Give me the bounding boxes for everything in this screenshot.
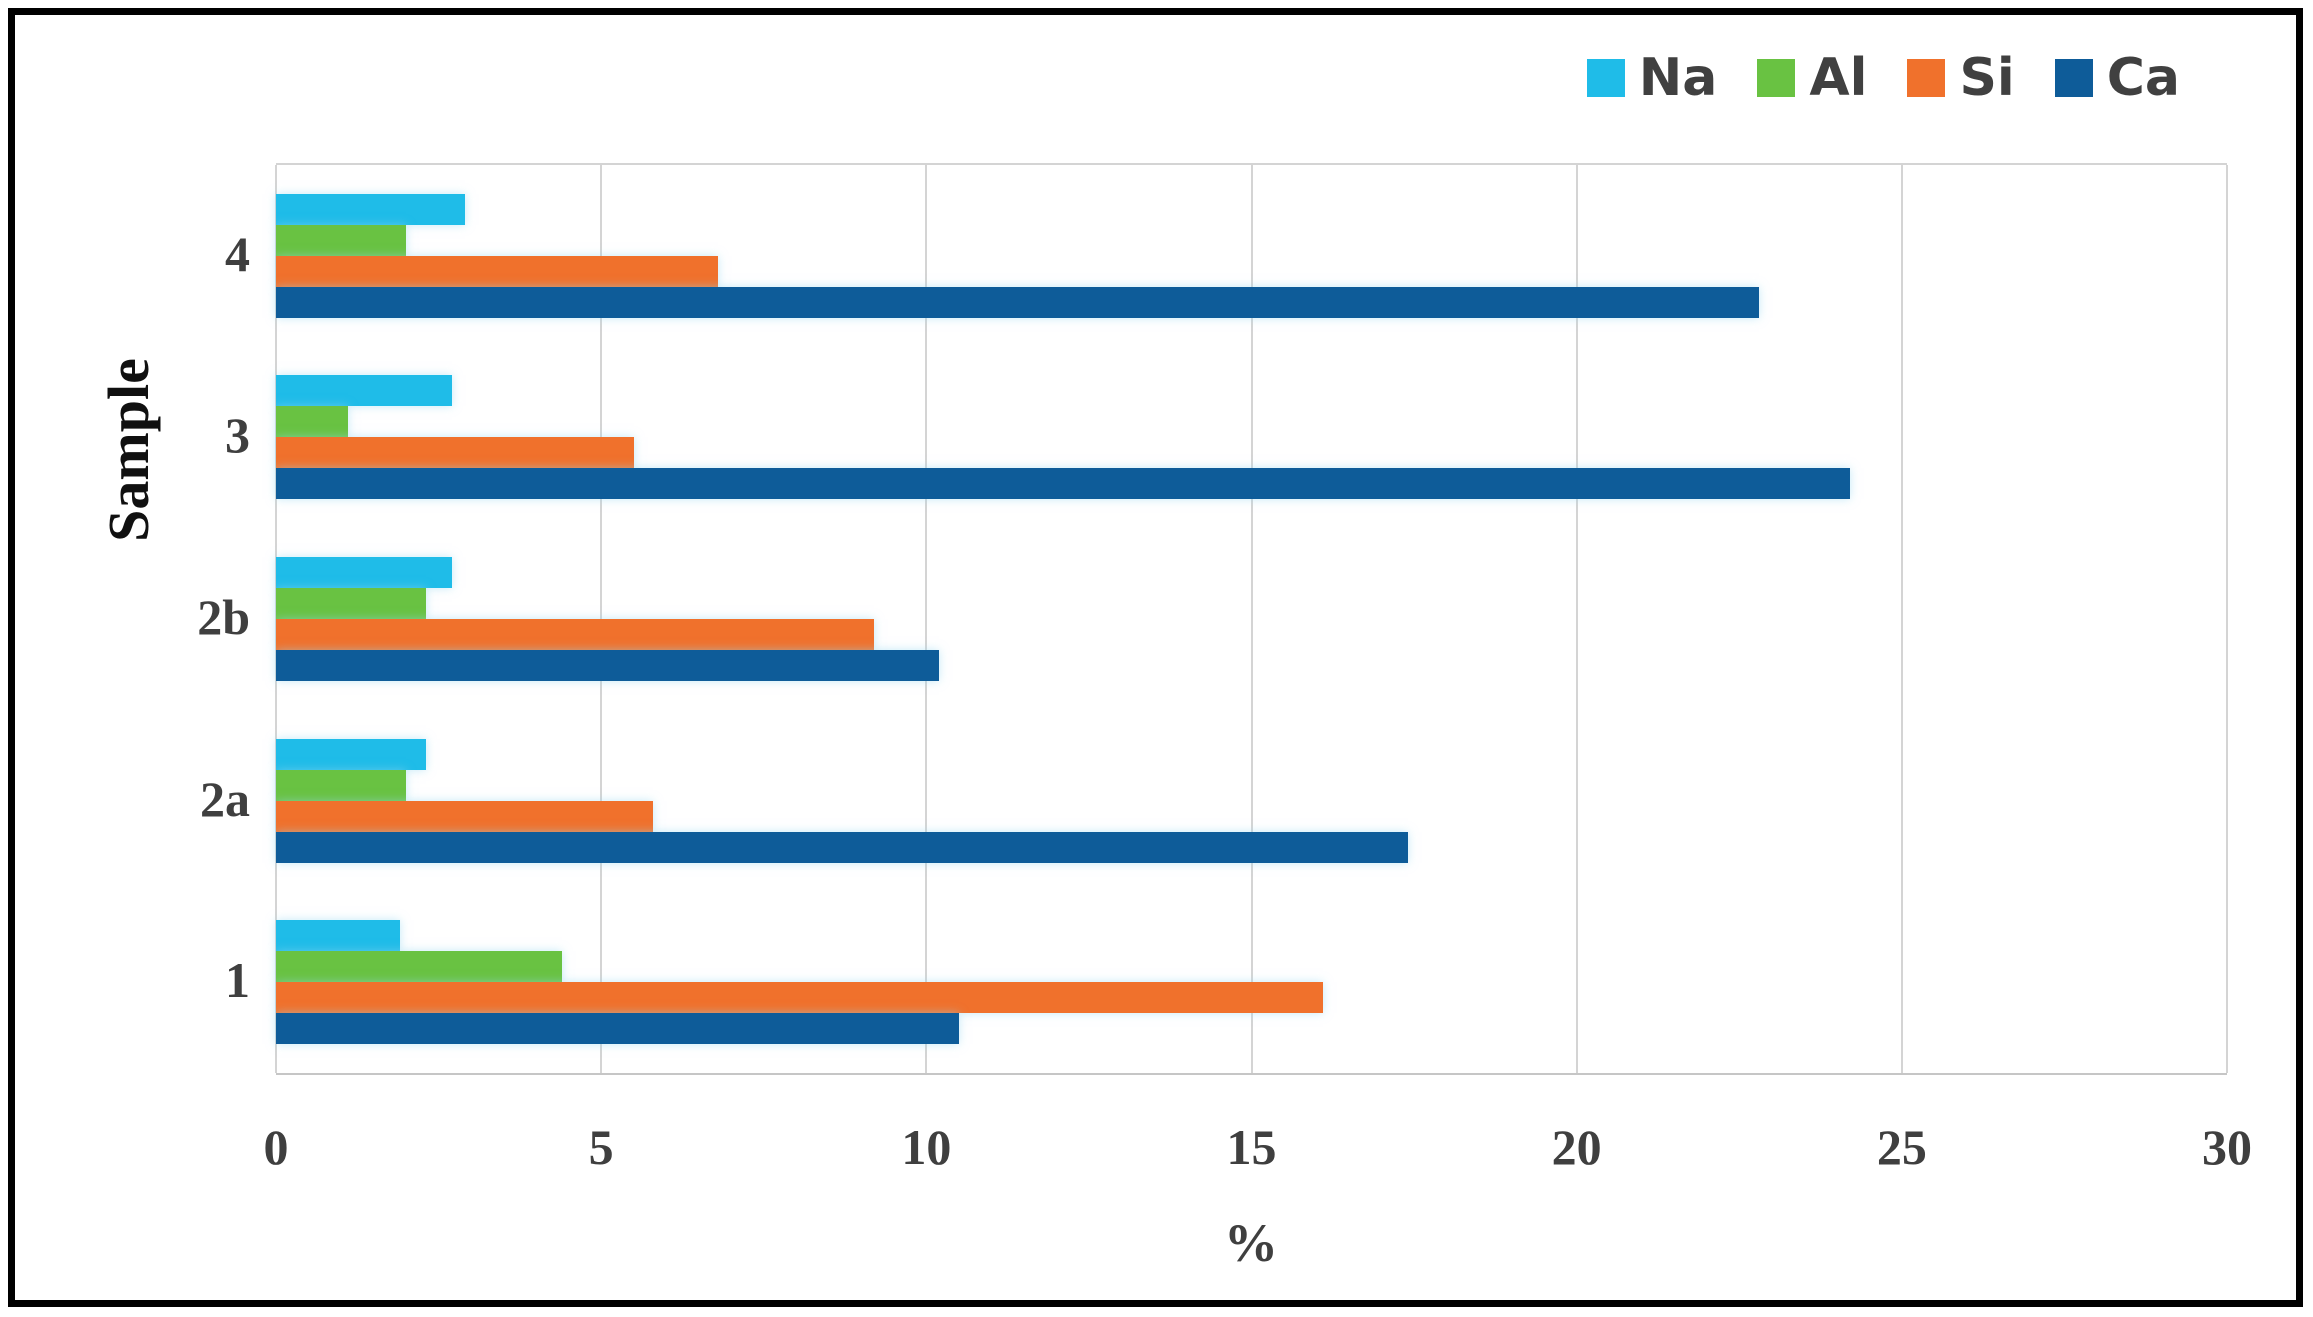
bar-Si-sample-3 <box>276 437 634 469</box>
x-tick-label-5: 5 <box>588 1119 614 1175</box>
x-axis-title: % <box>1224 1213 1278 1273</box>
gridline-x-15 <box>1250 165 1253 1073</box>
bar-row-2b-Na <box>276 557 2227 588</box>
bar-Na-sample-2b <box>276 557 452 588</box>
bar-Na-sample-3 <box>276 375 452 407</box>
bar-Si-sample-1 <box>276 982 1324 1014</box>
x-tick-label-20: 20 <box>1551 1119 1602 1175</box>
y-category-label-2b: 2b <box>197 589 250 645</box>
bar-Ca-sample-3 <box>276 468 1850 500</box>
bar-Na-sample-2a <box>276 738 426 770</box>
bar-Si-sample-2a <box>276 800 654 832</box>
bar-row-3-Na <box>276 375 2227 407</box>
bar-Al-sample-2b <box>276 588 426 619</box>
bar-Al-sample-1 <box>276 951 563 983</box>
gridline-x-10 <box>925 165 928 1073</box>
bar-row-2a-Si <box>276 800 2227 832</box>
bar-row-1-Al <box>276 951 2227 983</box>
bar-Al-sample-2a <box>276 769 407 801</box>
legend-swatch-Si <box>1907 59 1946 97</box>
y-category-label-2a: 2a <box>200 770 250 827</box>
bar-row-1-Na <box>276 920 2227 952</box>
chart-legend: Na Al Si Ca <box>1586 48 2180 108</box>
legend-swatch-Na <box>1586 59 1625 97</box>
bar-row-3-Si <box>276 437 2227 469</box>
legend-label-Ca: Ca <box>2106 48 2180 108</box>
legend-label-Si: Si <box>1959 48 2015 108</box>
bar-row-3-Ca <box>276 468 2227 500</box>
bar-Al-sample-4 <box>276 224 407 256</box>
bar-Ca-sample-2a <box>276 831 1408 863</box>
y-category-label-3: 3 <box>225 407 250 464</box>
bar-Na-sample-1 <box>276 920 400 952</box>
bar-Na-sample-4 <box>276 193 465 225</box>
bar-row-4-Si <box>276 255 2227 287</box>
legend-item-Al: Al <box>1757 52 1867 104</box>
x-tick-label-25: 25 <box>1876 1119 1927 1175</box>
plot-area <box>275 163 2228 1075</box>
bar-row-2b-Si <box>276 619 2227 650</box>
x-tick-label-15: 15 <box>1226 1119 1277 1175</box>
legend-item-Si: Si <box>1907 48 2015 108</box>
legend-label-Na: Na <box>1638 48 1718 108</box>
bar-Si-sample-2b <box>276 619 875 650</box>
bar-row-4-Ca <box>276 286 2227 318</box>
bar-row-2a-Al <box>276 769 2227 801</box>
bar-row-2b-Ca <box>276 650 2227 681</box>
bar-Si-sample-4 <box>276 255 719 287</box>
x-tick-label-30: 30 <box>2202 1119 2252 1175</box>
bar-row-3-Al <box>276 406 2227 438</box>
bar-row-4-Na <box>276 193 2227 225</box>
gridline-x-25 <box>1900 165 1903 1073</box>
legend-item-Ca: Ca <box>2054 48 2180 108</box>
legend-swatch-Ca <box>2054 59 2093 97</box>
bar-Ca-sample-2b <box>276 650 940 681</box>
bar-row-2a-Na <box>276 738 2227 770</box>
gridline-x-30 <box>2226 165 2228 1073</box>
bar-Ca-sample-1 <box>276 1013 959 1045</box>
bar-row-1-Si <box>276 982 2227 1014</box>
x-tick-label-10: 10 <box>901 1119 952 1175</box>
legend-label-Al: Al <box>1809 48 1868 108</box>
bar-Ca-sample-4 <box>276 286 1759 318</box>
y-category-label-1: 1 <box>225 952 250 1009</box>
bar-row-4-Al <box>276 224 2227 256</box>
bar-row-1-Ca <box>276 1013 2227 1045</box>
legend-swatch-Al <box>1757 59 1796 97</box>
bar-row-2b-Al <box>276 588 2227 619</box>
bar-row-2a-Ca <box>276 831 2227 863</box>
bar-Al-sample-3 <box>276 406 348 438</box>
y-category-label-4: 4 <box>225 225 250 282</box>
x-tick-label-0: 0 <box>263 1119 289 1175</box>
gridline-x-20 <box>1575 165 1578 1073</box>
legend-item-Na: Na <box>1586 48 1718 108</box>
